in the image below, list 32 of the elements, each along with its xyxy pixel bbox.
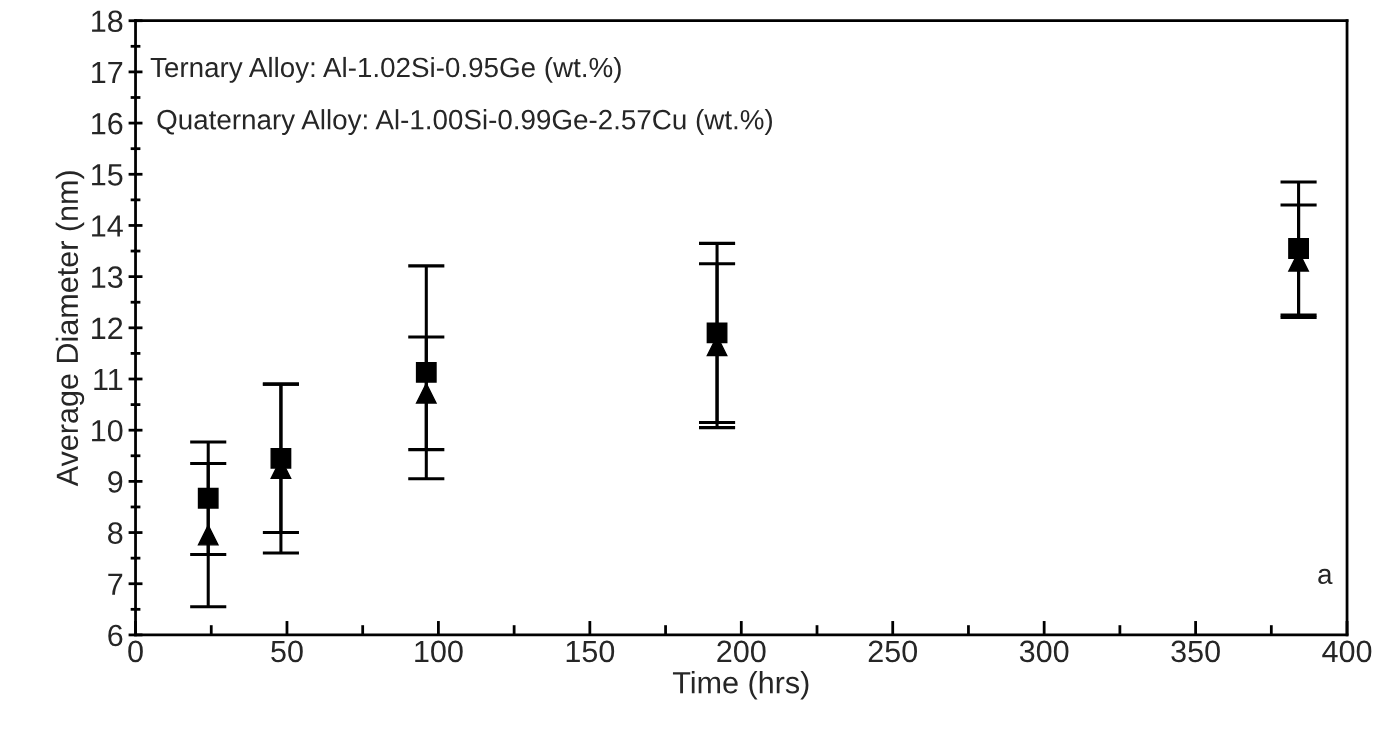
x-tick-label: 200 [717,640,766,663]
x-tick-label: 300 [1019,640,1069,663]
y-tick-label: 15 [92,164,123,186]
annotation: a [1318,568,1333,585]
y-tick-label: 18 [92,10,123,33]
x-tick-label: 100 [415,640,463,663]
x-tick-label: 0 [128,640,143,663]
y-axis-title: Average Diameter (nm) [55,171,85,487]
point [1288,238,1309,259]
y-tick-label: 14 [92,215,123,237]
x-axis-title: Time (hrs) [672,671,809,700]
y-tick-label: 8 [108,522,123,544]
y-tick-label: 16 [92,112,123,135]
y-tick-label: 11 [94,369,123,391]
annotation: Quaternary Alloy: Al-1.00Si-0.99Ge-2.57Cu (wt.%) [157,109,772,136]
x-tick-label: 400 [1322,640,1372,663]
point [197,487,219,509]
x-tick-label: 250 [868,640,918,663]
y-tick-label: 17 [92,61,123,83]
x-tick-label: 350 [1171,640,1220,663]
y-tick-label: 13 [92,266,123,289]
y-tick-label: 12 [92,317,123,339]
x-tick-label: 50 [271,640,303,663]
point [415,361,437,383]
annotation: Ternary Alloy: Al-1.02Si-0.95Ge (wt.%) [150,56,621,83]
y-tick-label: 10 [92,419,123,442]
y-tick-label: 9 [108,471,123,493]
y-tick-label: 6 [108,624,123,647]
y-tick-label: 7 [108,573,123,595]
point [197,524,219,546]
x-tick-label: 150 [566,640,615,663]
point [415,382,437,404]
